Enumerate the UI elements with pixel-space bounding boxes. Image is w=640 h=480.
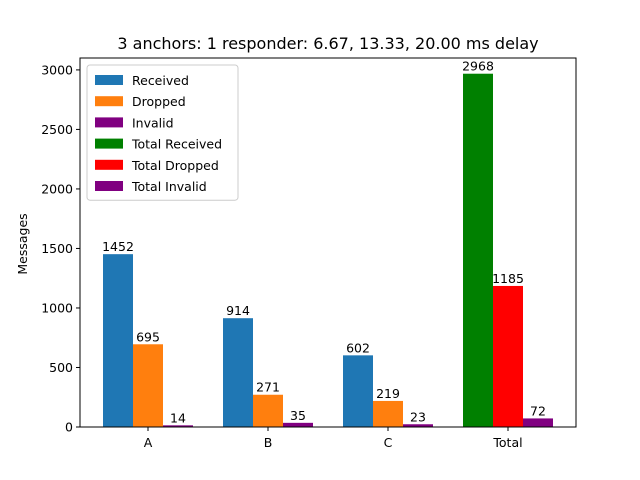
- bar: [463, 73, 493, 428]
- data-label: 1452: [102, 239, 134, 254]
- data-label: 695: [136, 329, 160, 344]
- x-tick-label: B: [264, 435, 273, 450]
- bar: [373, 400, 403, 427]
- bar: [343, 355, 373, 427]
- data-label: 2968: [462, 59, 494, 74]
- bar: [133, 344, 163, 427]
- data-label: 219: [376, 386, 400, 401]
- data-label: 72: [530, 403, 546, 418]
- y-tick-label: 500: [49, 360, 73, 375]
- legend: Received Dropped Invalid Total Received Tota…: [86, 64, 239, 201]
- y-tick-label: 1500: [41, 241, 73, 256]
- axes-frame: [79, 57, 577, 428]
- data-label: 602: [346, 340, 370, 355]
- data-label: 914: [226, 303, 250, 318]
- x-tick-label: A: [144, 435, 153, 450]
- y-tick-label: 0: [65, 420, 73, 435]
- y-tick-label: 3000: [41, 62, 73, 77]
- legend-swatch: [95, 117, 123, 128]
- x-tick-label: C: [384, 435, 393, 450]
- bar: [103, 254, 133, 427]
- legend-swatch: [95, 181, 123, 191]
- chart-title: 3 anchors: 1 responder: 6.67, 13.33, 20.…: [117, 34, 538, 53]
- legend-entry: Total Received: [131, 137, 222, 152]
- y-tick-label: 2500: [41, 122, 73, 137]
- y-axis-label: Messages: [15, 213, 30, 274]
- legend-swatch: [95, 159, 123, 170]
- bar: [493, 285, 523, 427]
- plot-area: 1452 695 14 914 271 35 602 219 23 2968 1185 72 0 500 1…: [41, 57, 577, 450]
- data-label: 1185: [492, 271, 524, 286]
- legend-entry: Total Dropped: [131, 158, 219, 173]
- data-label: 271: [256, 380, 280, 395]
- bar: [223, 318, 253, 427]
- legend-entry: Invalid: [132, 115, 174, 130]
- data-label: 14: [170, 410, 186, 425]
- bar: [163, 425, 193, 427]
- legend-box: [86, 64, 239, 201]
- data-label: 23: [410, 409, 426, 424]
- x-tick-label: Total: [492, 435, 522, 450]
- bar: [253, 394, 283, 427]
- bar: [523, 418, 553, 427]
- legend-swatch: [95, 138, 123, 149]
- y-tick-label: 1000: [41, 300, 73, 315]
- legend-entry: Dropped: [132, 94, 186, 109]
- legend-entry: Received: [132, 73, 189, 88]
- legend-swatch: [95, 96, 123, 107]
- legend-swatch: [95, 75, 123, 85]
- data-label: 35: [290, 408, 306, 423]
- y-tick-label: 2000: [41, 181, 73, 196]
- bar: [403, 424, 433, 427]
- legend-entry: Total Invalid: [131, 179, 207, 194]
- bar: [283, 422, 313, 427]
